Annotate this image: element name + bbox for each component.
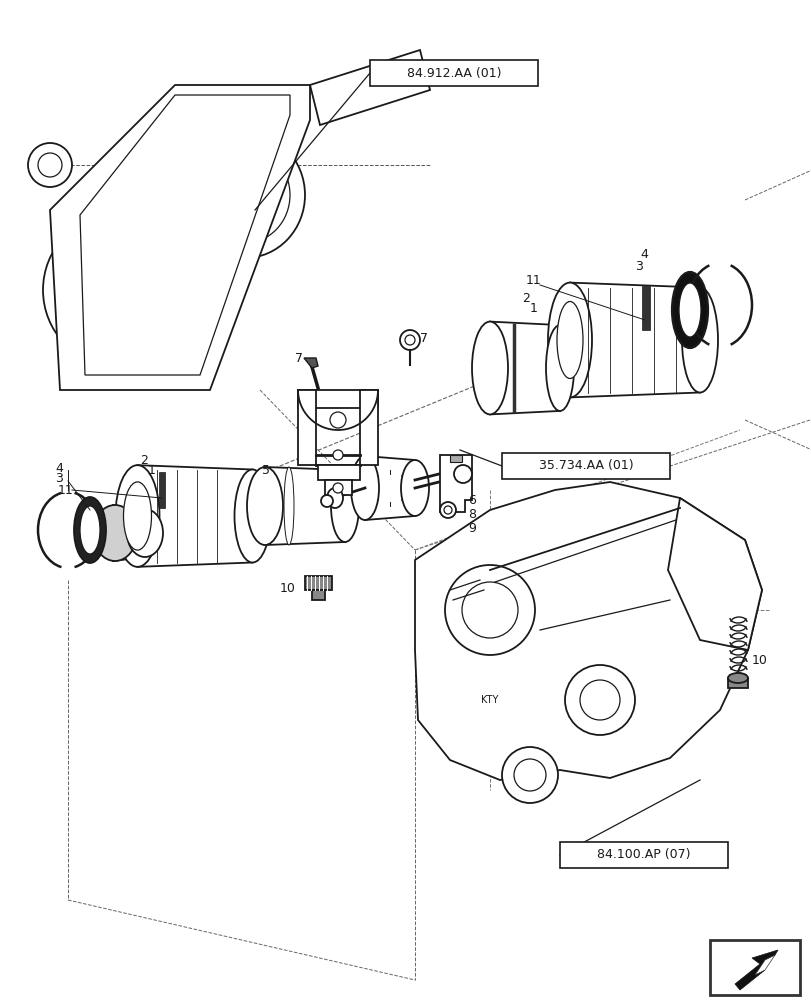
- Ellipse shape: [331, 470, 358, 542]
- Ellipse shape: [327, 488, 342, 508]
- Circle shape: [564, 665, 634, 735]
- Ellipse shape: [74, 497, 106, 563]
- Polygon shape: [318, 465, 359, 480]
- Ellipse shape: [672, 272, 707, 348]
- Text: 9: 9: [467, 522, 475, 534]
- Circle shape: [333, 483, 342, 493]
- Text: 35.734.AA (01): 35.734.AA (01): [538, 460, 633, 473]
- Ellipse shape: [123, 482, 152, 550]
- Ellipse shape: [247, 467, 283, 545]
- Polygon shape: [501, 453, 669, 479]
- Circle shape: [461, 582, 517, 638]
- Circle shape: [501, 747, 557, 803]
- Circle shape: [333, 450, 342, 460]
- Polygon shape: [734, 950, 777, 990]
- Text: 2: 2: [139, 454, 148, 466]
- Text: 11: 11: [58, 484, 74, 496]
- Polygon shape: [298, 390, 378, 408]
- Ellipse shape: [234, 470, 270, 562]
- Polygon shape: [667, 498, 761, 650]
- Circle shape: [453, 465, 471, 483]
- Polygon shape: [569, 283, 699, 397]
- Text: 6: 6: [467, 493, 475, 506]
- Text: 1: 1: [148, 464, 156, 477]
- Ellipse shape: [60, 232, 169, 348]
- Text: 7: 7: [294, 352, 303, 364]
- Circle shape: [400, 330, 419, 350]
- Text: 8: 8: [467, 508, 475, 520]
- Polygon shape: [159, 472, 165, 508]
- Polygon shape: [414, 482, 761, 780]
- Text: 2: 2: [521, 292, 530, 304]
- Ellipse shape: [401, 460, 428, 516]
- Polygon shape: [303, 358, 318, 368]
- Polygon shape: [449, 455, 461, 462]
- Text: 84.912.AA (01): 84.912.AA (01): [406, 67, 500, 80]
- Ellipse shape: [547, 283, 591, 397]
- Circle shape: [579, 680, 620, 720]
- Polygon shape: [310, 50, 430, 125]
- Polygon shape: [365, 456, 414, 520]
- Text: 4: 4: [639, 248, 647, 261]
- Circle shape: [513, 759, 545, 791]
- Polygon shape: [642, 286, 649, 330]
- Text: 5: 5: [262, 464, 270, 477]
- Polygon shape: [727, 678, 747, 688]
- Polygon shape: [324, 480, 351, 495]
- Ellipse shape: [185, 132, 305, 258]
- Polygon shape: [754, 955, 774, 975]
- Circle shape: [444, 565, 534, 655]
- Ellipse shape: [200, 147, 290, 243]
- Circle shape: [329, 412, 345, 428]
- Ellipse shape: [350, 456, 379, 520]
- Polygon shape: [709, 940, 799, 995]
- Polygon shape: [560, 842, 727, 868]
- Polygon shape: [370, 60, 538, 86]
- Polygon shape: [80, 95, 290, 375]
- Circle shape: [440, 502, 456, 518]
- Circle shape: [28, 143, 72, 187]
- Ellipse shape: [93, 505, 137, 561]
- Polygon shape: [440, 455, 471, 512]
- Ellipse shape: [43, 215, 187, 365]
- Ellipse shape: [678, 283, 700, 337]
- Text: 3: 3: [55, 472, 62, 485]
- Text: 11: 11: [526, 273, 541, 286]
- Ellipse shape: [115, 465, 159, 567]
- Polygon shape: [113, 505, 145, 561]
- Polygon shape: [298, 390, 315, 465]
- Text: 7: 7: [419, 332, 427, 344]
- Text: 10: 10: [751, 654, 767, 666]
- Ellipse shape: [471, 322, 508, 414]
- Polygon shape: [264, 467, 345, 545]
- Polygon shape: [359, 390, 378, 465]
- Ellipse shape: [545, 325, 573, 411]
- Ellipse shape: [80, 506, 100, 554]
- Polygon shape: [489, 322, 560, 414]
- Text: 10: 10: [280, 582, 295, 594]
- Circle shape: [320, 495, 333, 507]
- Text: 84.100.AP (07): 84.100.AP (07): [597, 848, 690, 861]
- Ellipse shape: [284, 467, 294, 545]
- Ellipse shape: [127, 509, 163, 557]
- Circle shape: [405, 335, 414, 345]
- Polygon shape: [137, 465, 252, 567]
- Circle shape: [38, 153, 62, 177]
- Polygon shape: [50, 85, 310, 390]
- Ellipse shape: [727, 673, 747, 683]
- Text: 1: 1: [530, 302, 537, 314]
- Circle shape: [444, 506, 452, 514]
- Text: KTY: KTY: [481, 695, 498, 705]
- Text: 4: 4: [55, 462, 62, 475]
- Text: 3: 3: [634, 260, 642, 273]
- Ellipse shape: [556, 302, 582, 378]
- Polygon shape: [311, 590, 324, 600]
- Polygon shape: [305, 576, 332, 590]
- Ellipse shape: [681, 288, 717, 392]
